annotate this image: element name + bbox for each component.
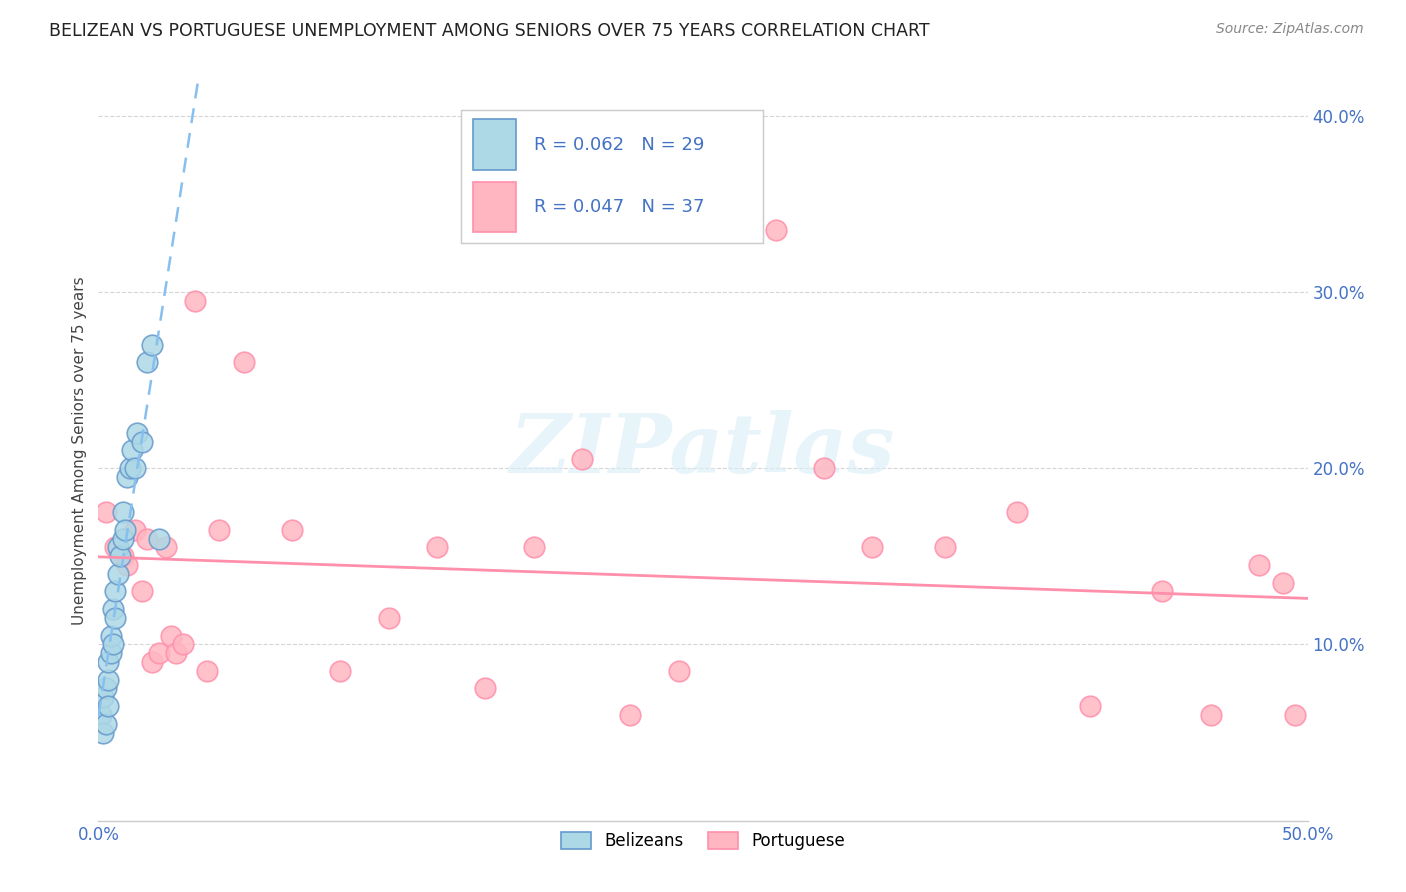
Point <box>135 532 157 546</box>
Text: ZIPatlas: ZIPatlas <box>510 410 896 491</box>
Point <box>619 707 641 722</box>
Point <box>165 646 187 660</box>
Point <box>111 549 134 564</box>
Point <box>377 611 399 625</box>
Point <box>117 470 139 484</box>
Point <box>141 337 163 351</box>
Point <box>111 532 134 546</box>
Point <box>1272 575 1295 590</box>
Point <box>100 628 122 642</box>
Point <box>124 461 146 475</box>
Point <box>1249 558 1271 572</box>
Point <box>94 716 117 731</box>
Point <box>114 523 136 537</box>
Point <box>474 681 496 696</box>
Point <box>104 541 127 555</box>
Legend: Belizeans, Portuguese: Belizeans, Portuguese <box>554 825 852 856</box>
Point <box>1284 707 1306 722</box>
Point <box>329 664 352 678</box>
Point <box>208 523 231 537</box>
Point <box>148 646 170 660</box>
Point <box>101 637 124 651</box>
Point <box>107 541 129 555</box>
Point <box>91 690 114 705</box>
Point <box>97 655 120 669</box>
Point <box>101 602 124 616</box>
Point <box>97 673 120 687</box>
Point <box>281 523 304 537</box>
Point <box>117 558 139 572</box>
Point <box>860 541 883 555</box>
Point <box>934 541 956 555</box>
Point <box>232 355 254 369</box>
Point <box>127 425 149 440</box>
Point <box>184 293 207 308</box>
Point <box>111 505 134 519</box>
Point <box>104 584 127 599</box>
Point <box>118 461 141 475</box>
Point <box>131 584 153 599</box>
Point <box>94 505 117 519</box>
Point <box>523 541 546 555</box>
Text: Source: ZipAtlas.com: Source: ZipAtlas.com <box>1216 22 1364 37</box>
Point <box>141 655 163 669</box>
Point <box>668 664 690 678</box>
Point <box>1199 707 1222 722</box>
Point <box>1152 584 1174 599</box>
Point <box>135 355 157 369</box>
Point <box>160 628 183 642</box>
Point <box>91 725 114 739</box>
Point <box>195 664 218 678</box>
Y-axis label: Unemployment Among Seniors over 75 years: Unemployment Among Seniors over 75 years <box>72 277 87 624</box>
Point <box>100 646 122 660</box>
Point <box>172 637 194 651</box>
Point <box>155 541 177 555</box>
Point <box>97 699 120 714</box>
Point <box>148 532 170 546</box>
Point <box>1078 699 1101 714</box>
Point <box>107 566 129 581</box>
Point <box>90 707 112 722</box>
Point <box>121 443 143 458</box>
Point <box>131 434 153 449</box>
Point <box>94 681 117 696</box>
Point <box>1007 505 1029 519</box>
Point <box>571 452 593 467</box>
Point <box>426 541 449 555</box>
Point <box>765 223 787 237</box>
Point <box>104 611 127 625</box>
Point <box>108 549 131 564</box>
Point <box>813 461 835 475</box>
Point <box>124 523 146 537</box>
Text: BELIZEAN VS PORTUGUESE UNEMPLOYMENT AMONG SENIORS OVER 75 YEARS CORRELATION CHAR: BELIZEAN VS PORTUGUESE UNEMPLOYMENT AMON… <box>49 22 929 40</box>
